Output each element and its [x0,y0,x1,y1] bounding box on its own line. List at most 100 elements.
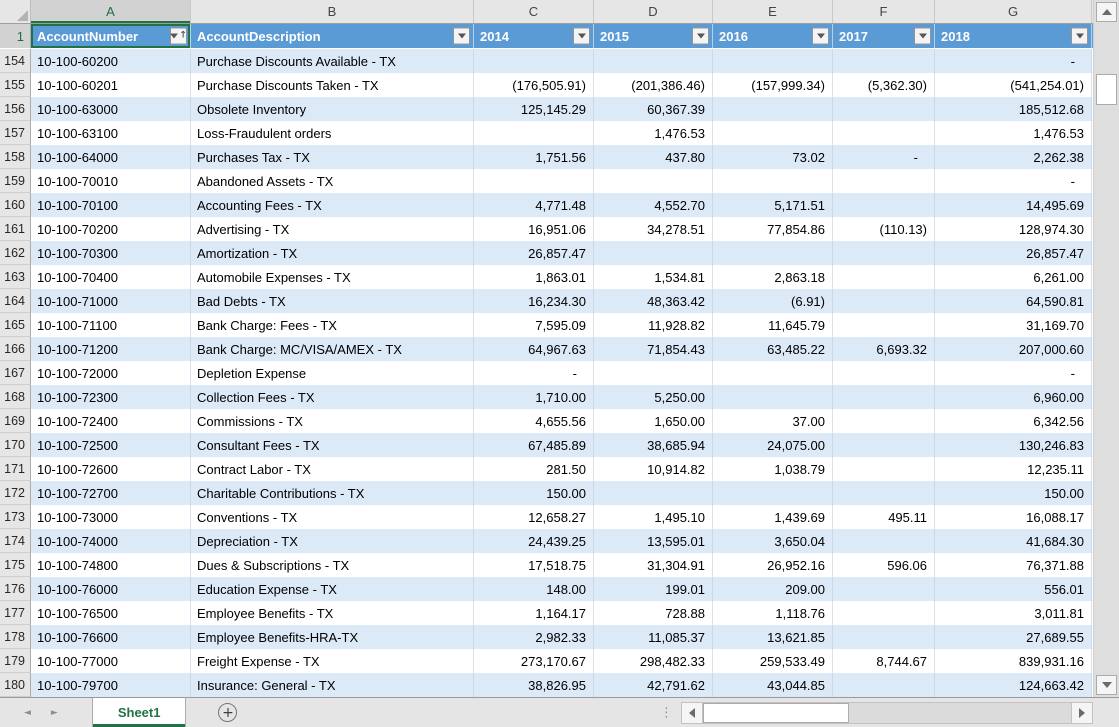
cell-account-number[interactable]: 10-100-63000 [31,97,191,121]
cell-2017[interactable]: 8,744.67 [833,649,935,673]
column-header-E[interactable]: E [713,0,833,23]
cell-2015[interactable]: 1,476.53 [594,121,713,145]
cell-2018[interactable]: 130,246.83 [935,433,1092,457]
cell-2018[interactable]: - [935,169,1092,193]
cell-2015[interactable]: (201,386.46) [594,73,713,97]
vertical-scrollbar[interactable] [1093,0,1119,697]
cell-account-description[interactable]: Contract Labor - TX [191,457,474,481]
cell-2016[interactable]: 13,621.85 [713,625,833,649]
row-header-178[interactable]: 178 [0,625,31,649]
cell-2016[interactable]: 3,650.04 [713,529,833,553]
cell-account-description[interactable]: Purchase Discounts Available - TX [191,49,474,73]
cell-2014[interactable] [474,121,594,145]
cell-2018[interactable]: 1,476.53 [935,121,1092,145]
cell-2016[interactable] [713,121,833,145]
cell-2017[interactable] [833,673,935,697]
filter-sort-asc-icon[interactable]: ↑ [170,27,187,45]
cell-2016[interactable]: (157,999.34) [713,73,833,97]
cell-2017[interactable] [833,193,935,217]
cell-2014[interactable]: 1,164.17 [474,601,594,625]
cell-2016[interactable]: (6.91) [713,289,833,313]
cell-2018[interactable]: 2,262.38 [935,145,1092,169]
cell-2014[interactable]: 273,170.67 [474,649,594,673]
table-header-cell-F1[interactable]: 2017 [833,24,935,48]
cell-2018[interactable]: (541,254.01) [935,73,1092,97]
cell-2016[interactable] [713,97,833,121]
cell-2018[interactable]: 207,000.60 [935,337,1092,361]
cell-account-description[interactable]: Depreciation - TX [191,529,474,553]
cell-2014[interactable]: 150.00 [474,481,594,505]
cell-2015[interactable]: 38,685.94 [594,433,713,457]
horizontal-scrollbar[interactable] [681,702,1093,724]
row-header-164[interactable]: 164 [0,289,31,313]
cell-2018[interactable]: 150.00 [935,481,1092,505]
cell-2015[interactable]: 1,650.00 [594,409,713,433]
cell-2018[interactable]: 6,342.56 [935,409,1092,433]
cell-2018[interactable]: 556.01 [935,577,1092,601]
cell-2017[interactable] [833,481,935,505]
cell-2016[interactable]: 1,118.76 [713,601,833,625]
cell-2014[interactable]: 4,771.48 [474,193,594,217]
cell-account-description[interactable]: Employee Benefits - TX [191,601,474,625]
cell-2015[interactable]: 4,552.70 [594,193,713,217]
cell-account-description[interactable]: Loss-Fraudulent orders [191,121,474,145]
cell-2016[interactable]: 37.00 [713,409,833,433]
cell-2017[interactable]: 495.11 [833,505,935,529]
cell-account-description[interactable]: Obsolete Inventory [191,97,474,121]
cell-2015[interactable]: 437.80 [594,145,713,169]
scroll-up-button[interactable] [1096,2,1117,22]
cell-2016[interactable] [713,385,833,409]
cell-2014[interactable] [474,49,594,73]
cell-2015[interactable] [594,169,713,193]
cell-account-number[interactable]: 10-100-73000 [31,505,191,529]
cell-2015[interactable] [594,481,713,505]
cell-account-description[interactable]: Accounting Fees - TX [191,193,474,217]
prev-sheet-icon[interactable]: ◄ [24,707,31,718]
cell-account-description[interactable]: Depletion Expense [191,361,474,385]
row-header-167[interactable]: 167 [0,361,31,385]
row-header-172[interactable]: 172 [0,481,31,505]
cell-account-description[interactable]: Abandoned Assets - TX [191,169,474,193]
cell-2016[interactable]: 1,439.69 [713,505,833,529]
cell-2018[interactable]: 14,495.69 [935,193,1092,217]
cell-2014[interactable]: - [474,361,594,385]
table-header-cell-D1[interactable]: 2015 [594,24,713,48]
cell-2015[interactable]: 34,278.51 [594,217,713,241]
cell-2017[interactable] [833,121,935,145]
cell-2015[interactable]: 60,367.39 [594,97,713,121]
cell-2015[interactable]: 48,363.42 [594,289,713,313]
row-header-179[interactable]: 179 [0,649,31,673]
cell-2015[interactable]: 71,854.43 [594,337,713,361]
cell-2015[interactable]: 728.88 [594,601,713,625]
cell-2017[interactable] [833,361,935,385]
row-header-163[interactable]: 163 [0,265,31,289]
filter-dropdown-icon[interactable] [453,27,470,45]
vertical-scroll-thumb[interactable] [1096,74,1117,105]
cell-2016[interactable]: 2,863.18 [713,265,833,289]
cell-2014[interactable]: 17,518.75 [474,553,594,577]
row-header-1[interactable]: 1 [0,24,31,48]
row-header-161[interactable]: 161 [0,217,31,241]
scroll-down-button[interactable] [1096,675,1117,695]
cell-account-number[interactable]: 10-100-74800 [31,553,191,577]
cell-2018[interactable]: 27,689.55 [935,625,1092,649]
cell-2014[interactable] [474,169,594,193]
cell-2016[interactable]: 73.02 [713,145,833,169]
cell-2018[interactable]: 128,974.30 [935,217,1092,241]
cell-2015[interactable] [594,361,713,385]
column-header-C[interactable]: C [474,0,594,23]
cell-2018[interactable]: 839,931.16 [935,649,1092,673]
cell-2017[interactable] [833,49,935,73]
cell-2016[interactable]: 11,645.79 [713,313,833,337]
column-header-A[interactable]: A [31,0,191,23]
cell-2014[interactable]: (176,505.91) [474,73,594,97]
row-header-166[interactable]: 166 [0,337,31,361]
horizontal-scroll-thumb[interactable] [703,703,849,723]
cell-2014[interactable]: 1,751.56 [474,145,594,169]
cell-2016[interactable] [713,49,833,73]
cell-2014[interactable]: 4,655.56 [474,409,594,433]
cell-2017[interactable] [833,241,935,265]
cell-account-description[interactable]: Purchases Tax - TX [191,145,474,169]
column-header-D[interactable]: D [594,0,713,23]
cell-2017[interactable] [833,457,935,481]
